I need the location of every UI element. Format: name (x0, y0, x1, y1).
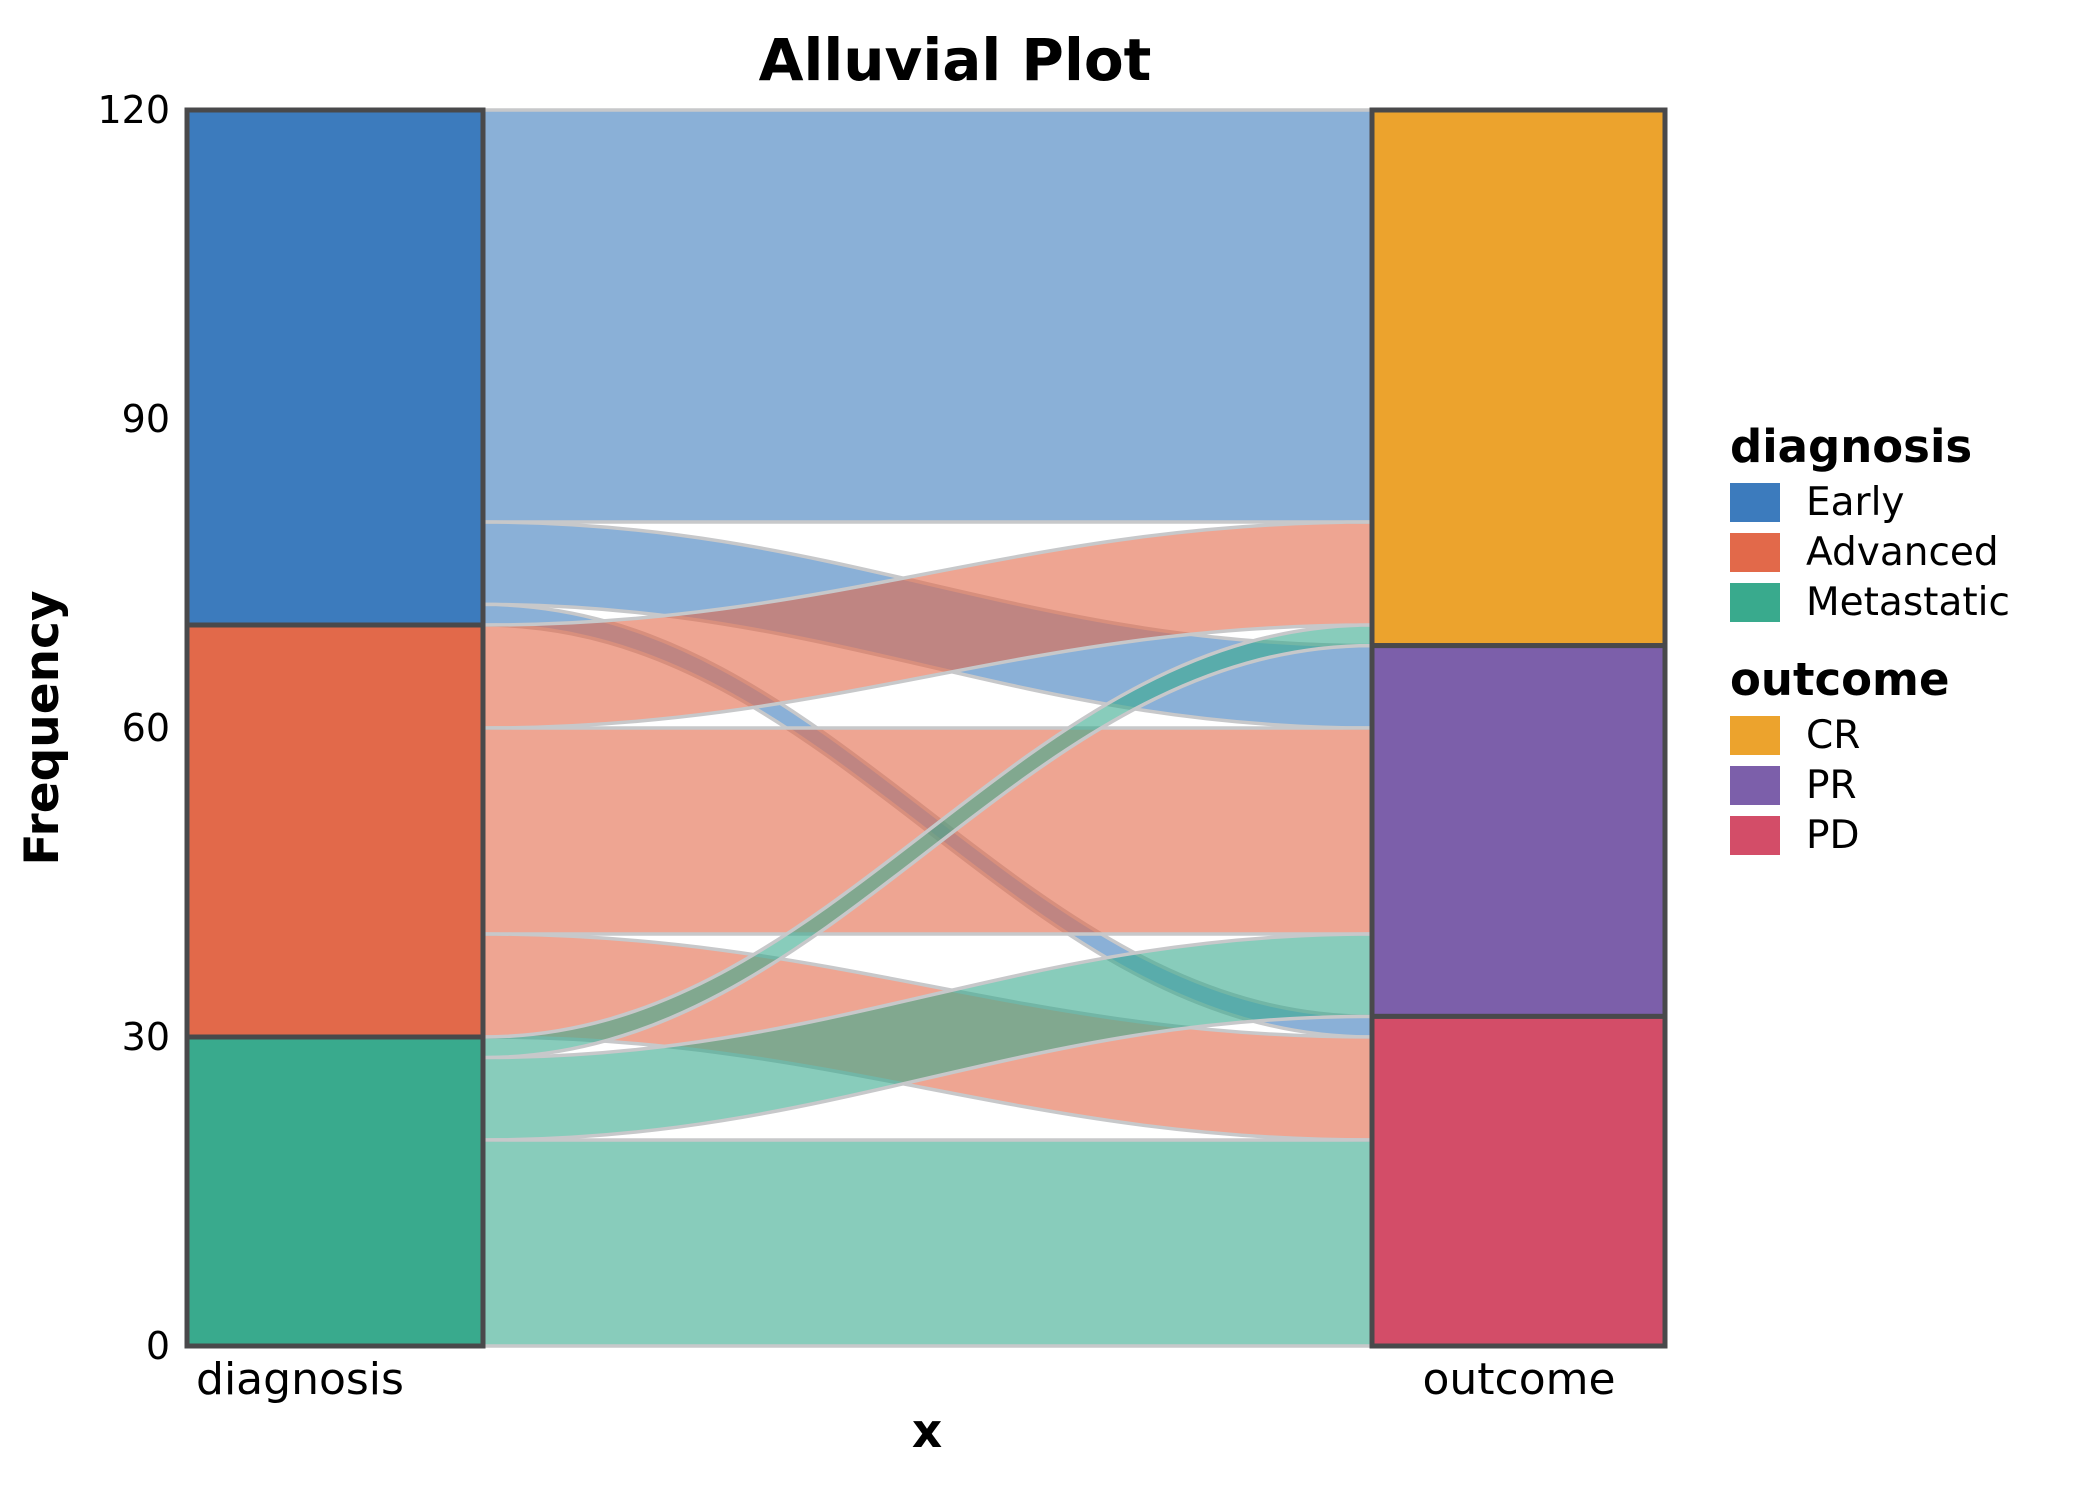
y-tick-0: 0 (146, 1324, 170, 1368)
y-axis-ticks: 0 30 60 90 120 (97, 88, 170, 1368)
legend-label-CR: CR (1806, 713, 1860, 758)
y-axis-title: Frequency (15, 590, 70, 865)
legend-swatch-CR (1730, 716, 1780, 755)
x-axis-title: x (912, 1404, 942, 1459)
legend-swatch-Early (1730, 483, 1780, 522)
flow-Metastatic-PD (481, 1138, 1374, 1348)
legend-label-Early: Early (1806, 480, 1905, 525)
stratum-outcome-CR (1369, 107, 1668, 649)
y-tick-60: 60 (122, 706, 170, 750)
stratum-diagnosis-Early (184, 107, 486, 628)
y-tick-90: 90 (122, 397, 170, 441)
stratum-outcome-PD (1369, 1013, 1668, 1349)
stratum-diagnosis-Advanced (184, 622, 486, 1040)
stratum-outcome-PR (1369, 643, 1668, 1019)
legend-swatch-Advanced (1730, 533, 1780, 572)
y-tick-120: 120 (97, 88, 170, 132)
legend: diagnosis Early Advanced Metastatic outcome C… (1730, 420, 2010, 858)
x-axis-category-diagnosis: diagnosis (196, 1354, 404, 1405)
stratum-diagnosis-Metastatic (184, 1034, 486, 1349)
legend-swatch-PR (1730, 766, 1780, 805)
x-axis-category-outcome: outcome (1422, 1354, 1615, 1405)
strata-layer (184, 107, 1668, 1349)
y-tick-30: 30 (122, 1015, 170, 1059)
legend-swatch-PD (1730, 816, 1780, 855)
legend-label-Advanced: Advanced (1806, 530, 1999, 575)
legend-swatch-Metastatic (1730, 583, 1780, 622)
legend-label-PR: PR (1806, 763, 1857, 808)
legend-title-diagnosis: diagnosis (1730, 420, 1972, 473)
flows-layer (481, 108, 1374, 1348)
legend-title-outcome: outcome (1730, 653, 1949, 706)
legend-label-Metastatic: Metastatic (1806, 580, 2010, 625)
legend-label-PD: PD (1806, 813, 1860, 858)
flow-Early-CR (481, 108, 1374, 524)
chart-title: Alluvial Plot (759, 26, 1152, 94)
